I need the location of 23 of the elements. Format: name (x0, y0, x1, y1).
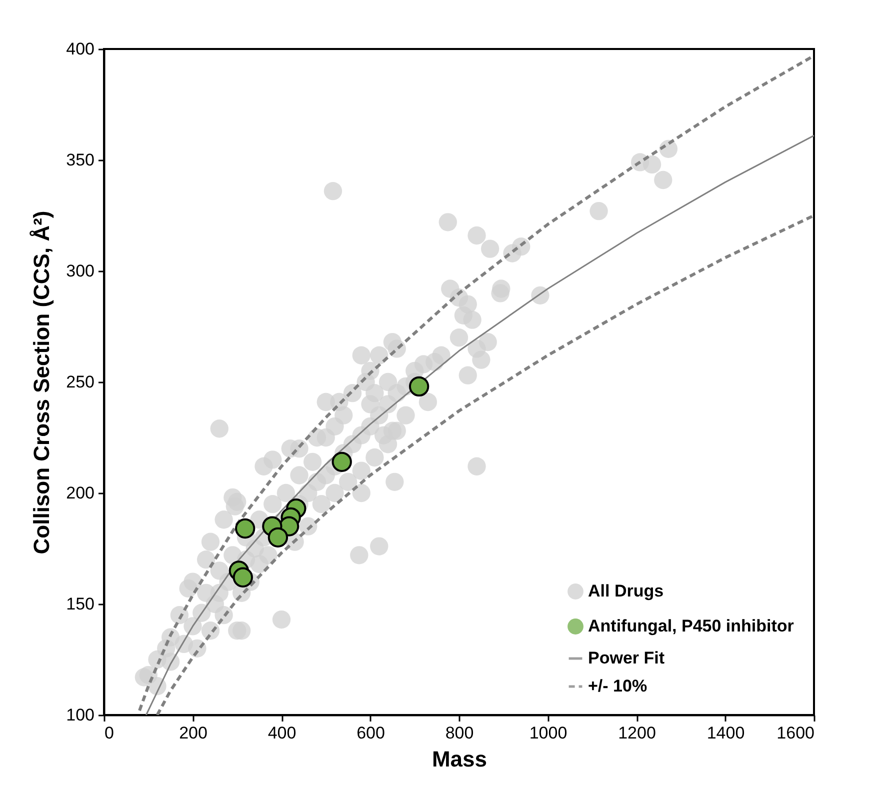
x-tick-label: 200 (179, 724, 208, 742)
legend-label: Power Fit (588, 648, 665, 668)
x-tick-label: 800 (445, 724, 474, 742)
y-tick-label: 250 (66, 372, 94, 392)
x-tick-label: 0 (104, 724, 114, 742)
y-tick-label: 100 (66, 706, 94, 724)
y-tick-label: 200 (66, 484, 94, 502)
y-tick-label: 400 (66, 40, 94, 58)
x-axis-title: Mass (432, 746, 488, 772)
line-series (156, 214, 814, 715)
legend-label: All Drugs (588, 582, 664, 600)
x-tick-label: 400 (268, 724, 296, 742)
y-tick-label: 350 (66, 150, 94, 170)
x-tick-label: 1400 (706, 724, 745, 742)
x-tick-label: 1200 (618, 724, 656, 742)
x-tick-label: 1600 (776, 724, 814, 742)
y-axis-title: Collison Cross Section (CCS, Å²) (29, 210, 54, 554)
y-tick-label: 150 (66, 594, 94, 614)
legend-label: +/- 10% (588, 676, 648, 696)
y-tick-label: 300 (66, 262, 94, 280)
legend-label: Antifungal, P450 inhibitor (588, 616, 794, 636)
x-tick-label: 600 (356, 724, 385, 742)
x-tick-label: 1000 (529, 724, 568, 742)
